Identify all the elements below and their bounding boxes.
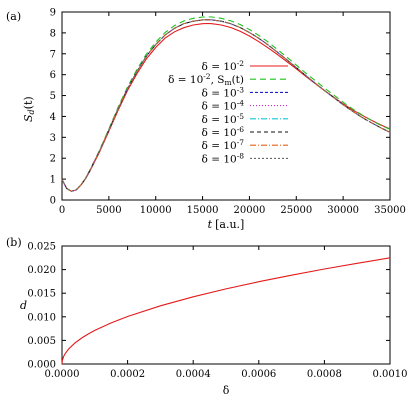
panel-a-label: (a): [6, 10, 21, 23]
panel-a-y-axis-label: Sd(t): [22, 96, 36, 122]
panel-a-legend-label-4: δ = 10-5: [202, 112, 245, 126]
panel-a-x-tick-label: 0: [59, 205, 65, 216]
panel-a-y-tick-label: 7: [50, 49, 56, 60]
panel-a-x-tick-label: 30000: [327, 205, 359, 216]
panel-a-x-tick-label: 35000: [374, 205, 406, 216]
panel-b-x-tick-label: 0.0004: [176, 369, 211, 380]
panel-a-legend-label-2: δ = 10-3: [202, 85, 245, 99]
panel-a-y-tick-label: 2: [50, 154, 56, 165]
panel-b-x-tick-label: 0.0002: [110, 369, 145, 380]
panel-b-y-tick-label: 0.020: [27, 265, 56, 276]
panel-b-y-tick-label: 0.015: [27, 289, 56, 300]
panel-b-y-tick-label: 0.000: [27, 360, 56, 371]
panel-a-x-axis-label: t [a.u.]: [208, 218, 245, 231]
panel-a-series: [61, 16, 391, 192]
panel-a-y-tick-label: 8: [50, 28, 56, 39]
panel-a-y-tick-label: 1: [50, 175, 56, 186]
panel-a-legend-label-0: δ = 10-2: [202, 59, 245, 73]
panel-a-y-tick-label: 4: [50, 112, 56, 123]
panel-b-y-tick-label: 0.010: [27, 312, 56, 323]
panel-b-x-axis-label: δ: [223, 384, 230, 397]
panel-a-legend-label-1: δ = 10-2, Sm(t): [168, 72, 244, 87]
panel-a-series-line-7: [61, 19, 391, 192]
panel-a-x-tick-label: 15000: [187, 205, 219, 216]
panel-a-x-tick-label: 25000: [280, 205, 312, 216]
panel-a-x-tick-label: 20000: [234, 205, 266, 216]
panel-a-y-tick-label: 9: [50, 8, 56, 19]
panel-a-x-tick-label: 10000: [140, 205, 172, 216]
panel-b-ticks: 0.0000 0.0002 0.0004 0.0006 0.0008 0.0010 0.00…: [27, 242, 407, 381]
panel-a-y-tick-label: 3: [50, 133, 56, 144]
panel-a-legend-label-7: δ = 10-8: [202, 151, 245, 165]
panel-b-series-line-0: [61, 257, 391, 365]
panel-b-y-tick-label: 0.025: [27, 242, 56, 253]
panel-b-x-tick-label: 0.0010: [373, 369, 408, 380]
panel-a-y-tick-label: 0: [50, 196, 56, 207]
panel-a-legend-label-3: δ = 10-4: [202, 99, 245, 113]
panel-b-x-tick-label: 0.0000: [45, 369, 80, 380]
panel-a-ticks: 0 5000 10000 15000 20000 25000 30000 35000 0 1 2 3 4…: [50, 8, 406, 217]
panel-b-label: (b): [6, 236, 22, 249]
panel-a-legend: δ = 10-2δ = 10-2, Sm(t)δ = 10-3δ = 10-4δ…: [168, 59, 288, 165]
panel-a-x-tick-label: 5000: [96, 205, 121, 216]
panel-a-y-tick-label: 5: [50, 91, 56, 102]
panel-a-legend-label-5: δ = 10-6: [202, 125, 245, 139]
panel-b-x-tick-label: 0.0006: [241, 369, 276, 380]
panel-a: (a) 0 5000 10000 15000 20000 25000 30000 350000…: [6, 8, 406, 232]
panel-a-series-line-6: [61, 19, 391, 192]
panel-a-legend-label-6: δ = 10-7: [202, 138, 245, 152]
panel-b-y-tick-label: 0.005: [27, 336, 56, 347]
panel-b-x-tick-label: 0.0008: [307, 369, 342, 380]
panel-b-plot-frame: [61, 245, 391, 365]
panel-b-series: [61, 257, 391, 365]
panel-a-y-tick-label: 6: [50, 70, 56, 81]
panel-b-y-axis-label: d: [20, 299, 27, 312]
panel-b: (b) 0.0000 0.0002 0.0004 0.0006 0.0008 0.0010…: [6, 236, 408, 397]
panel-a-plot-frame: [61, 11, 391, 201]
